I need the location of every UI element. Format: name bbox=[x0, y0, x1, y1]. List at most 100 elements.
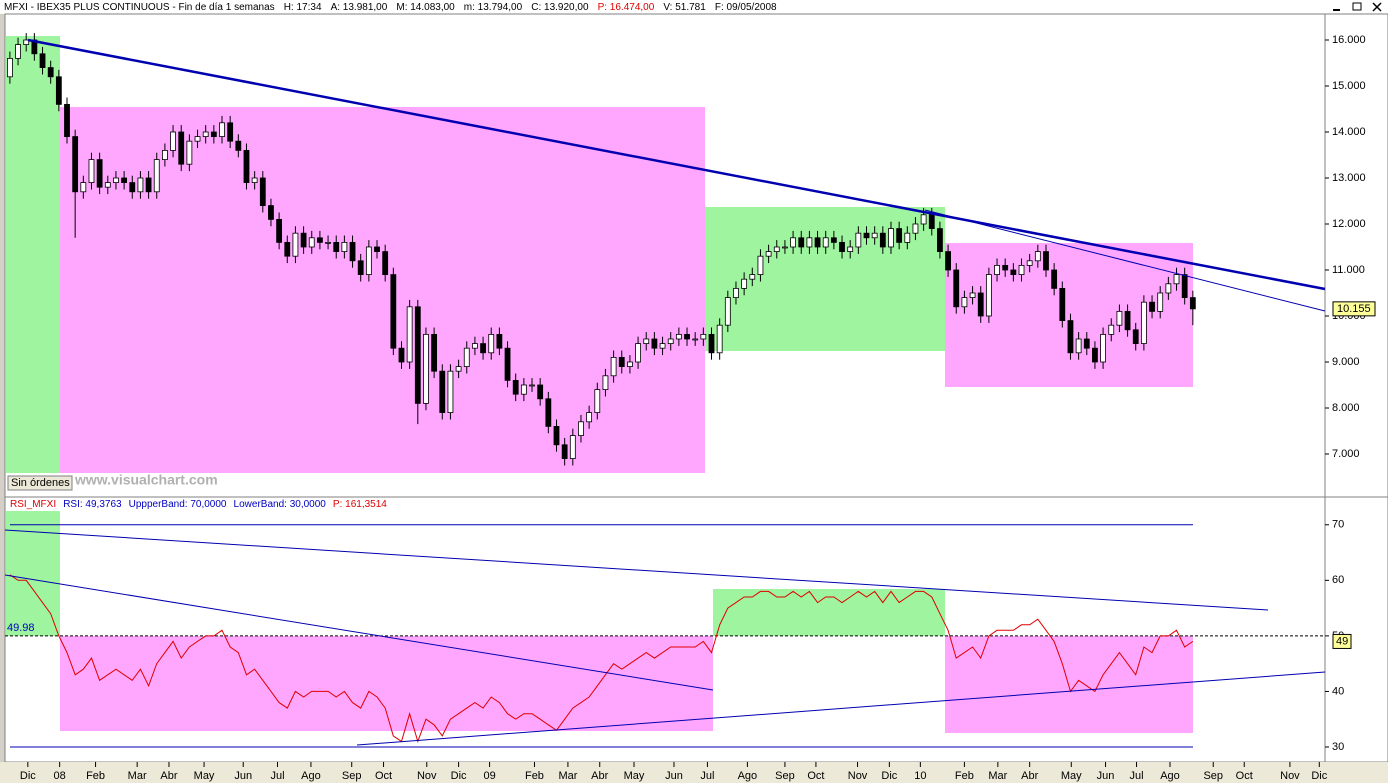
candle-body bbox=[80, 182, 87, 193]
candle-body bbox=[488, 333, 495, 354]
candle-body bbox=[1075, 338, 1082, 354]
candle-body bbox=[610, 356, 617, 377]
candle-body bbox=[627, 361, 633, 367]
candle-body bbox=[39, 53, 46, 68]
candle-body bbox=[178, 131, 185, 165]
x-tick-label: Abr bbox=[1021, 770, 1038, 782]
candle-body bbox=[659, 343, 666, 349]
candle-body bbox=[423, 333, 429, 404]
candle-body bbox=[537, 384, 544, 400]
header-item: m: 13.794,00 bbox=[464, 2, 523, 13]
candle-body bbox=[15, 44, 21, 59]
candle-body bbox=[55, 76, 62, 105]
candle-body bbox=[439, 370, 446, 413]
rsi-line bbox=[9, 574, 1194, 743]
candle-body bbox=[806, 237, 813, 248]
y-tick-label: 16.000 bbox=[1332, 34, 1366, 46]
y-tick-label: 11.000 bbox=[1332, 264, 1365, 276]
candle-body bbox=[871, 232, 878, 239]
x-tick-label: Abr bbox=[591, 770, 608, 782]
candle-body bbox=[1108, 324, 1115, 335]
header-item: M: 14.083,00 bbox=[396, 2, 455, 13]
candle-body bbox=[1149, 301, 1155, 312]
x-tick-label: Nov bbox=[848, 770, 868, 782]
candle-body bbox=[863, 232, 870, 239]
candle-body bbox=[586, 412, 593, 423]
candle-body bbox=[72, 136, 79, 193]
candle-body bbox=[945, 251, 951, 271]
x-tick-label: Feb bbox=[525, 770, 544, 782]
candle-body bbox=[561, 444, 568, 459]
candle-body bbox=[374, 246, 380, 252]
candle-body bbox=[847, 246, 854, 252]
candle-body bbox=[855, 232, 862, 248]
candle-body bbox=[300, 232, 307, 248]
candle-body bbox=[977, 292, 984, 317]
marks bbox=[5, 33, 1325, 748]
trend-line bbox=[356, 671, 1326, 746]
zone-pink bbox=[60, 636, 713, 731]
candle-body bbox=[243, 149, 250, 183]
x-tick-label: Jul bbox=[1130, 770, 1144, 782]
candle-body bbox=[969, 292, 976, 298]
candle-body bbox=[406, 306, 413, 363]
candle-body bbox=[667, 338, 674, 344]
x-tick-label: Jul bbox=[700, 770, 714, 782]
x-axis-panel bbox=[0, 762, 1388, 783]
x-tick-label: Dic bbox=[1311, 770, 1327, 782]
candle-body bbox=[357, 260, 364, 275]
zone-green bbox=[705, 207, 945, 351]
trend-line bbox=[924, 209, 1326, 312]
last-value-box bbox=[1332, 633, 1352, 649]
candle-body bbox=[113, 177, 119, 183]
candle-body bbox=[618, 356, 625, 367]
candle-body bbox=[1116, 310, 1123, 326]
candle-body bbox=[578, 421, 584, 436]
candle-body bbox=[985, 274, 992, 317]
candle-body bbox=[398, 347, 405, 363]
candle-body bbox=[455, 366, 462, 372]
x-tick-label: Jun bbox=[665, 770, 683, 782]
candle-body bbox=[504, 347, 511, 381]
candle-body bbox=[741, 278, 748, 289]
candle-body bbox=[431, 333, 438, 372]
header-item: C: 13.920,00 bbox=[531, 2, 589, 13]
restore-button[interactable] bbox=[1352, 2, 1362, 11]
window-buttons[interactable] bbox=[1333, 2, 1382, 12]
x-tick-label: Sep bbox=[1203, 770, 1223, 782]
candle-body bbox=[651, 338, 658, 349]
x-tick-label: Feb bbox=[955, 770, 974, 782]
x-tick-label: Dic bbox=[881, 770, 897, 782]
close-button[interactable] bbox=[1372, 2, 1382, 12]
y-tick-label: 14.000 bbox=[1332, 126, 1366, 138]
candle-body bbox=[594, 389, 601, 413]
candle-body bbox=[365, 246, 372, 275]
candle-body bbox=[822, 237, 829, 248]
candle-body bbox=[888, 228, 894, 248]
x-tick-label: Ago bbox=[738, 770, 758, 782]
header-item: MFXI - IBEX35 PLUS CONTINUOUS - Fin de d… bbox=[4, 2, 275, 13]
candle-body bbox=[692, 338, 699, 341]
x-tick-label: Jun bbox=[234, 770, 252, 782]
candle-body bbox=[463, 347, 470, 367]
candle-body bbox=[1026, 260, 1033, 266]
candle-body bbox=[1157, 292, 1164, 312]
candle-body bbox=[104, 182, 111, 188]
trend-line bbox=[4, 529, 1269, 611]
y-tick-label: 13.000 bbox=[1332, 172, 1366, 184]
candle-body bbox=[382, 251, 389, 275]
candle-body bbox=[1140, 301, 1147, 344]
x-tick-label: Jun bbox=[1097, 770, 1115, 782]
candle-body bbox=[1124, 310, 1131, 331]
candle-body bbox=[259, 177, 266, 206]
candle-body bbox=[920, 214, 927, 225]
candle-body bbox=[1067, 320, 1074, 354]
x-tick-label: 10 bbox=[914, 770, 926, 782]
x-tick-label: May bbox=[194, 770, 215, 782]
price-axis-panel bbox=[1324, 13, 1388, 498]
trend-lines bbox=[4, 38, 1326, 746]
header-item: UppperBand: 70,0000 bbox=[129, 499, 227, 510]
candle-body bbox=[1034, 251, 1041, 262]
candle-body bbox=[733, 287, 739, 298]
